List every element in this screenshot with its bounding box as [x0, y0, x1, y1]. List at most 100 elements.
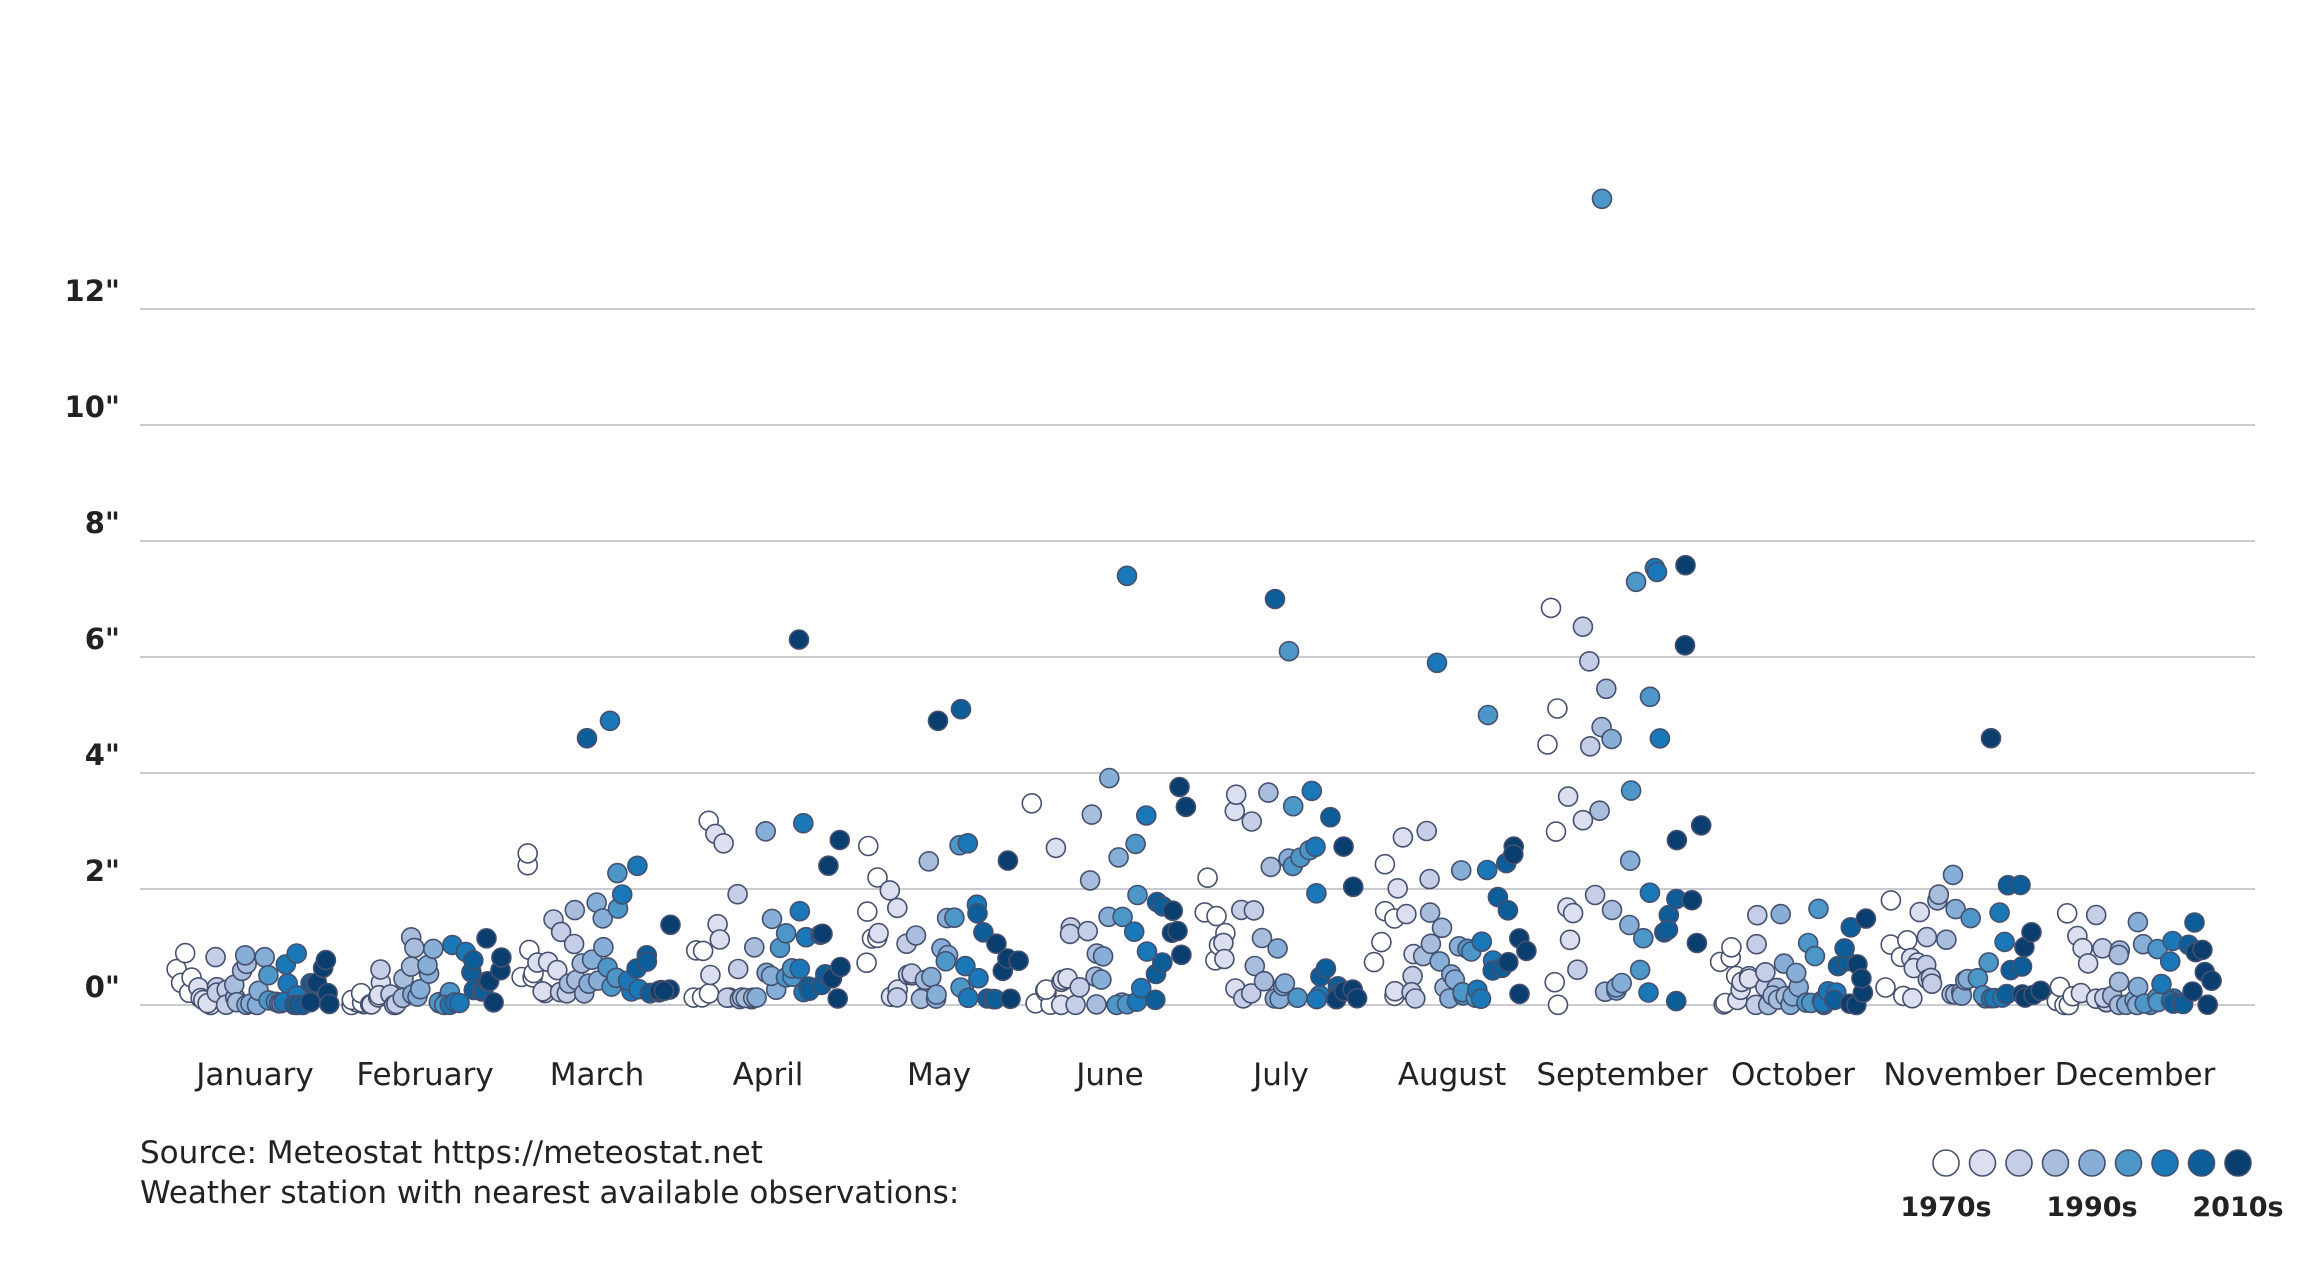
data-point: [1429, 951, 1450, 972]
data-point: [409, 978, 431, 1000]
data-point: [1470, 988, 1492, 1010]
data-point: [2010, 874, 2031, 896]
data-point: [2011, 956, 2033, 977]
data-point: [746, 987, 767, 1008]
data-point: [867, 867, 888, 888]
data-point: [564, 899, 586, 921]
data-point: [592, 908, 614, 929]
data-point: [2182, 981, 2203, 1002]
data-point: [1374, 853, 1396, 875]
data-point: [1258, 782, 1279, 803]
data-point: [234, 944, 256, 966]
data-point: [404, 937, 425, 959]
data-point: [1167, 920, 1188, 942]
data-point: [1145, 989, 1166, 1011]
data-point: [1175, 796, 1197, 818]
data-point: [1909, 901, 1930, 923]
data-point: [886, 897, 908, 919]
station-text: Weather station with nearest available o…: [140, 1175, 959, 1211]
x-axis-ticks: January February March April May June July Augu…: [194, 1057, 2215, 1093]
data-point-notable: [788, 629, 810, 650]
data-point: [1086, 994, 1107, 1015]
data-point: [1557, 786, 1579, 807]
data-point: [1665, 990, 1687, 1012]
x-tick-label: December: [2055, 1057, 2216, 1093]
data-point: [727, 883, 748, 905]
data-point-notable: [1278, 640, 1300, 662]
data-point: [1649, 728, 1671, 749]
data-point: [1320, 806, 1341, 828]
y-tick-label: 4": [85, 738, 120, 772]
data-point: [300, 991, 321, 1013]
data-point: [174, 942, 196, 964]
data-point: [1225, 784, 1247, 806]
data-point: [1834, 938, 1855, 959]
data-point: [727, 958, 749, 980]
data-point: [1657, 919, 1679, 941]
x-tick-label: June: [1074, 1057, 1144, 1093]
y-axis-ticks: 0" 2" 4" 6" 8" 10" 12": [65, 274, 120, 1004]
data-point: [2021, 921, 2042, 943]
data-point: [1371, 931, 1392, 953]
data-point: [1498, 951, 1519, 973]
data-point: [1419, 902, 1441, 923]
data-point: [2108, 944, 2130, 966]
data-point: [955, 955, 976, 977]
data-point: [918, 850, 940, 872]
data-point: [709, 929, 731, 950]
data-point: [1476, 859, 1498, 881]
data-points: [166, 188, 2222, 1016]
data-point: [1509, 983, 1530, 1005]
y-tick-label: 10": [65, 390, 120, 424]
data-point: [1387, 877, 1408, 899]
legend-label: 1990s: [2046, 1192, 2137, 1223]
data-point: [812, 923, 833, 945]
data-point: [1045, 837, 1067, 859]
data-point: [1547, 994, 1569, 1016]
data-point: [1405, 988, 1426, 1009]
data-point: [1537, 734, 1558, 755]
data-point: [1503, 843, 1524, 865]
data-point: [1346, 987, 1368, 1009]
data-point: [483, 992, 504, 1013]
data-point: [1206, 905, 1227, 927]
data-point: [926, 984, 947, 1005]
data-point: [1547, 698, 1568, 719]
y-tick-label: 6": [85, 622, 120, 656]
data-point: [856, 901, 878, 922]
data-point: [254, 946, 276, 968]
data-point: [2151, 973, 2172, 995]
data-point: [1675, 554, 1696, 576]
data-point: [1240, 983, 1262, 1004]
data-point: [1633, 927, 1654, 949]
x-tick-label: February: [356, 1057, 493, 1093]
data-point: [1579, 735, 1601, 757]
data-point: [1260, 856, 1282, 878]
data-point: [1243, 900, 1265, 921]
data-point: [491, 947, 512, 968]
data-point: [1287, 987, 1308, 1009]
data-point: [1171, 944, 1192, 966]
data-point: [2159, 951, 2181, 972]
data-point: [1000, 988, 1021, 1010]
data-point: [1572, 809, 1594, 831]
data-point: [1960, 907, 1981, 929]
data-point: [1785, 962, 1807, 984]
data-point-notable: [1264, 588, 1286, 610]
data-point: [1251, 927, 1273, 949]
data-point: [1125, 833, 1146, 855]
data-point: [1342, 876, 1364, 898]
data-point: [1077, 920, 1098, 942]
data-point: [1136, 805, 1157, 826]
data-point-notable: [1477, 704, 1499, 726]
legend-swatch: [2078, 1149, 2106, 1177]
data-point-notable: [950, 698, 972, 720]
data-point: [1936, 929, 1957, 951]
data-point: [1306, 988, 1327, 1010]
data-point: [879, 880, 901, 901]
data-point-notable: [1980, 727, 2002, 749]
data-point: [1450, 860, 1472, 881]
data-point: [517, 843, 539, 864]
data-point: [550, 921, 572, 943]
